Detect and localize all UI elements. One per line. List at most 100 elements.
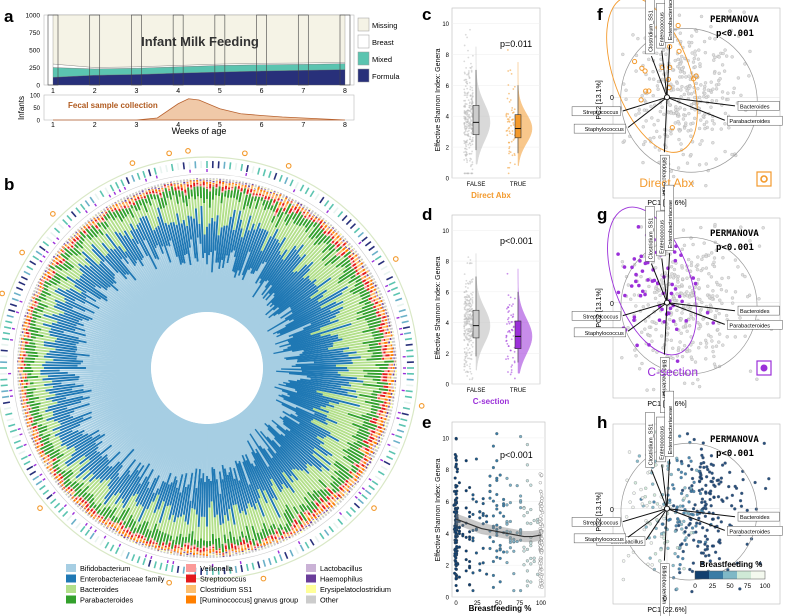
bar-segment <box>207 478 211 508</box>
bar-segment <box>241 298 264 326</box>
bar-segment <box>291 342 334 353</box>
bar-segment <box>295 361 353 366</box>
bar-segment <box>324 220 327 223</box>
bar-segment <box>52 270 56 274</box>
bar-segment <box>92 510 96 515</box>
data-point <box>469 28 471 31</box>
bar-segment <box>297 531 300 534</box>
bar-segment <box>347 481 351 485</box>
bar-segment <box>65 289 100 310</box>
bar-segment <box>194 258 203 313</box>
bar-segment <box>75 350 152 363</box>
bar-segment <box>340 251 346 257</box>
feeding-ring-tick <box>262 559 267 567</box>
bar-segment <box>277 204 281 209</box>
csection-ring-tick <box>52 241 56 245</box>
bar-segment <box>380 303 383 306</box>
bar-segment <box>203 202 206 235</box>
bar-segment <box>61 250 64 253</box>
bar-segment <box>348 490 351 493</box>
feeding-ring-tick <box>396 303 405 307</box>
bar-segment <box>146 202 157 228</box>
bar-segment <box>305 526 308 529</box>
bar-segment <box>40 293 47 298</box>
bar-segment <box>262 540 265 544</box>
bar-segment <box>148 540 152 545</box>
bar-segment <box>321 242 333 254</box>
bar-segment <box>328 244 336 251</box>
csection-ring-tick <box>292 189 296 193</box>
csection-ring-tick <box>397 411 401 414</box>
bar-segment <box>315 266 342 287</box>
legend-swatch <box>186 585 196 593</box>
feeding-ring-tick <box>11 297 19 302</box>
bar-segment <box>135 539 139 543</box>
bar-segment <box>103 524 106 527</box>
abx-marker <box>371 505 377 511</box>
bar-segment <box>293 531 296 534</box>
feeding-ring-tick <box>0 384 8 387</box>
bar-segment <box>255 319 294 342</box>
bar-segment <box>128 200 132 205</box>
bar-segment <box>75 497 78 500</box>
bar-segment <box>341 235 345 238</box>
bar-segment <box>134 265 176 323</box>
bar-segment <box>96 516 100 520</box>
bar-segment <box>167 186 170 190</box>
bar-segment <box>184 195 189 207</box>
bar-segment <box>259 208 269 229</box>
bar-segment <box>37 295 40 298</box>
bar-segment <box>85 509 89 513</box>
bar-segment <box>105 228 120 247</box>
bar-segment <box>275 399 328 426</box>
bar-segment <box>259 385 290 398</box>
bar-segment <box>102 506 111 517</box>
bar-segment <box>84 232 88 236</box>
feeding-ring-tick <box>402 326 411 330</box>
bar-segment <box>312 493 322 505</box>
bar-segment <box>293 491 304 505</box>
bar-segment <box>76 346 152 361</box>
bar-segment <box>277 280 312 309</box>
bar-segment <box>35 342 44 346</box>
bar-segment <box>333 470 347 481</box>
bar-segment <box>361 472 364 475</box>
feeding-ring-tick <box>304 541 310 549</box>
bar-segment <box>174 536 179 545</box>
bar-segment <box>361 265 365 268</box>
bar-segment <box>209 423 216 469</box>
bar-segment <box>118 410 173 478</box>
bar-segment <box>338 312 358 321</box>
feeding-ring-tick <box>9 303 18 307</box>
bar-segment <box>55 388 84 396</box>
bar-segment <box>28 417 33 420</box>
bar-segment <box>23 405 27 408</box>
bar-segment <box>301 207 304 211</box>
bar-segment <box>21 409 25 412</box>
feeding-ring-tick <box>62 510 69 518</box>
bar-segment <box>89 481 101 495</box>
bar-segment <box>346 240 349 243</box>
bar-segment <box>106 289 164 335</box>
bar-segment <box>101 242 130 276</box>
bar-segment <box>235 278 262 321</box>
bar-segment <box>64 260 75 269</box>
bar-segment <box>317 234 327 246</box>
bar-segment <box>46 466 49 469</box>
feeding-ring-tick <box>42 489 50 496</box>
bar-segment <box>363 461 367 465</box>
bar-segment <box>128 493 138 509</box>
bar-segment <box>128 531 132 536</box>
bar-segment <box>349 471 353 474</box>
bar-segment <box>124 514 133 529</box>
bar-segment <box>285 211 295 226</box>
bar-segment <box>27 414 31 417</box>
bar-segment <box>304 221 314 233</box>
bar-segment <box>88 221 92 225</box>
bar-segment <box>343 482 346 485</box>
feeding-ring-tick <box>341 514 348 522</box>
bar-segment <box>289 201 293 205</box>
bar-segment <box>292 506 299 515</box>
legend-label: Erysipelatoclostridium <box>320 585 391 594</box>
legend-swatch <box>306 574 316 583</box>
